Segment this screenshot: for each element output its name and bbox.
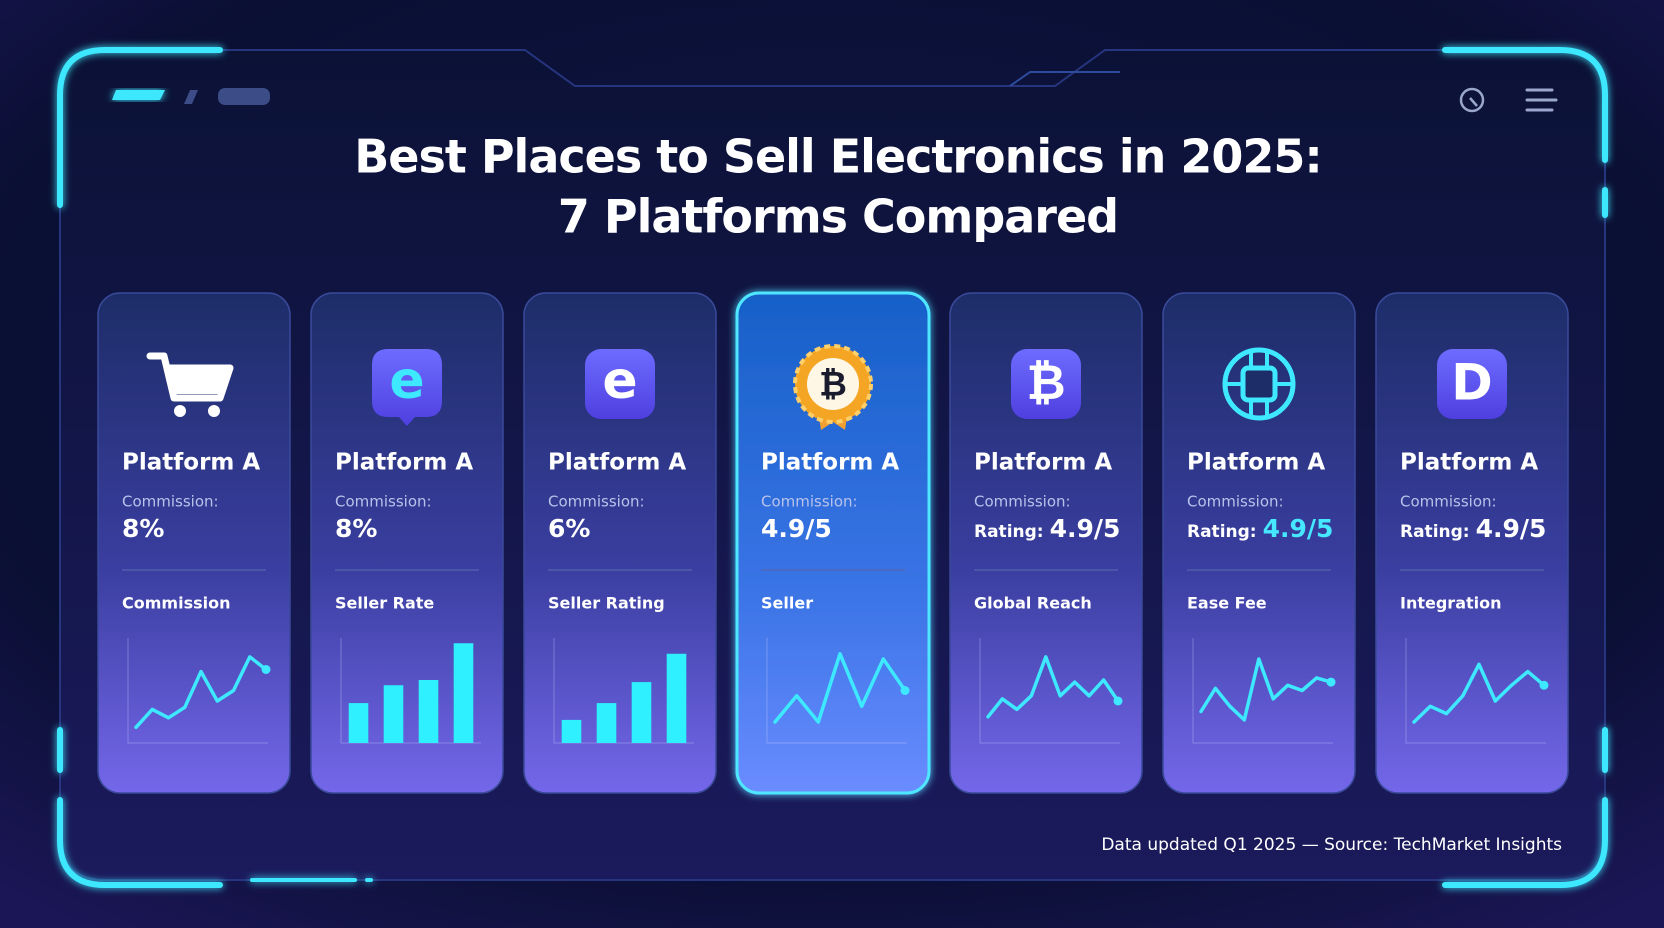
platform-name: Platform A xyxy=(761,450,899,476)
value-prefix: Rating: xyxy=(1400,522,1470,542)
card-bg xyxy=(949,292,1143,794)
icon-cart-body xyxy=(170,370,227,394)
platform-card[interactable]: e Platform A Commission: 6% Seller Rating xyxy=(523,292,717,794)
chart-line xyxy=(986,655,1120,719)
metric-label: Commission: xyxy=(974,493,1071,511)
icon-glyph: e xyxy=(389,351,424,411)
chart-bar xyxy=(666,653,687,743)
icon-bg xyxy=(1437,349,1507,419)
card-row: Platform A Commission: 8% Commission e Platfo… xyxy=(97,291,1569,795)
platform-name: Platform A xyxy=(1400,450,1538,476)
chart-bar xyxy=(418,680,439,743)
neon-frame xyxy=(57,47,1608,888)
icon-bg xyxy=(1011,349,1081,419)
platform-name: Platform A xyxy=(1187,450,1325,476)
value-prefix: Rating: xyxy=(974,522,1044,542)
chart-bar xyxy=(383,685,404,743)
metric-label: Commission: xyxy=(1187,493,1284,511)
icon-bubble xyxy=(372,349,442,426)
metric-value: 6% xyxy=(548,514,590,543)
title-line: Best Places to Sell Electronics in 2025: xyxy=(354,130,1322,184)
chart-axes xyxy=(1192,638,1333,744)
chart-point xyxy=(1326,677,1336,687)
chart-line xyxy=(1199,657,1333,722)
icon-bg xyxy=(585,349,655,419)
metric-value: 4.9/5 xyxy=(1263,514,1334,543)
metric-label: Commission: xyxy=(761,493,858,511)
platform-card[interactable]: Platform A Commission: 8% Commission xyxy=(97,292,291,794)
icon-badge-inner xyxy=(807,358,859,410)
value-prefix: Rating: xyxy=(1187,522,1257,542)
search-button[interactable] xyxy=(1459,87,1485,113)
icon-glyph: ₿ xyxy=(819,365,847,405)
chart-label: Ease Fee xyxy=(1187,594,1267,613)
chart-label: Seller xyxy=(761,594,813,613)
chart-line xyxy=(1412,662,1546,724)
chart-point xyxy=(900,686,910,695)
icon-glyph: ₿ xyxy=(1026,355,1065,411)
footer-source: Data updated Q1 2025 — Source: TechMarke… xyxy=(1101,835,1562,855)
chart-bar xyxy=(596,703,617,743)
chart-point xyxy=(261,665,271,674)
chart-line xyxy=(134,655,268,730)
chart-label: Integration xyxy=(1400,594,1502,613)
platform-card[interactable]: ₿ Platform A Commission: Rating: 4.9/5 Global… xyxy=(949,292,1143,794)
platform-card[interactable]: D Platform A Commission: Rating: 4.9/5 Integr… xyxy=(1375,292,1569,794)
chart-axes xyxy=(766,638,907,744)
title-line: 7 Platforms Compared xyxy=(558,190,1118,244)
icon-cart-wheel xyxy=(208,405,220,417)
chart-label: Global Reach xyxy=(974,594,1092,613)
chart-bar xyxy=(631,682,652,743)
menu-button[interactable] xyxy=(1525,88,1558,112)
chart-axes xyxy=(1405,638,1546,744)
platform-name: Platform A xyxy=(335,450,473,476)
chart-label: Commission xyxy=(122,594,230,613)
platform-card[interactable]: ₿ Platform A Commission: 4.9/5 Seller xyxy=(735,291,931,795)
metric-value: 8% xyxy=(335,514,377,543)
metric-label: Commission: xyxy=(1400,493,1497,511)
chart-label: Seller Rating xyxy=(548,594,665,613)
icon-cart-wheel xyxy=(174,405,186,417)
icon-chip xyxy=(1240,365,1278,403)
chart-bar xyxy=(348,703,369,743)
icon-glyph: e xyxy=(602,351,637,411)
chart-axes xyxy=(127,638,268,744)
panel-accent xyxy=(1009,71,1120,87)
metric-label: Commission: xyxy=(122,493,219,511)
platform-card[interactable]: Platform A Commission: Rating: 4.9/5 Ease Fe… xyxy=(1162,292,1356,794)
metric-label: Commission: xyxy=(335,493,432,511)
card-bg xyxy=(97,292,291,794)
card-bg xyxy=(1162,292,1356,794)
card-bg xyxy=(1375,292,1569,794)
chart-point xyxy=(1539,680,1549,690)
icon-glyph: D xyxy=(1451,354,1493,412)
metric-value: 4.9/5 xyxy=(1050,514,1121,543)
metric-label: Commission: xyxy=(548,493,645,511)
chart-bar xyxy=(453,643,474,743)
platform-card[interactable]: e Platform A Commission: 8% Seller Rate xyxy=(310,292,504,794)
chart-axes xyxy=(979,638,1120,744)
chart-line xyxy=(773,652,907,724)
metric-value: 4.9/5 xyxy=(761,514,832,543)
platform-name: Platform A xyxy=(974,450,1112,476)
window-controls xyxy=(112,88,270,105)
metric-value: 4.9/5 xyxy=(1476,514,1547,543)
chart-label: Seller Rate xyxy=(335,594,434,613)
metric-value: 8% xyxy=(122,514,164,543)
icon-cart xyxy=(146,352,234,402)
chart-point xyxy=(1113,696,1123,706)
icon-chip-pins xyxy=(1225,350,1293,418)
chart-bar xyxy=(561,719,582,743)
platform-name: Platform A xyxy=(548,450,686,476)
platform-name: Platform A xyxy=(122,450,260,476)
